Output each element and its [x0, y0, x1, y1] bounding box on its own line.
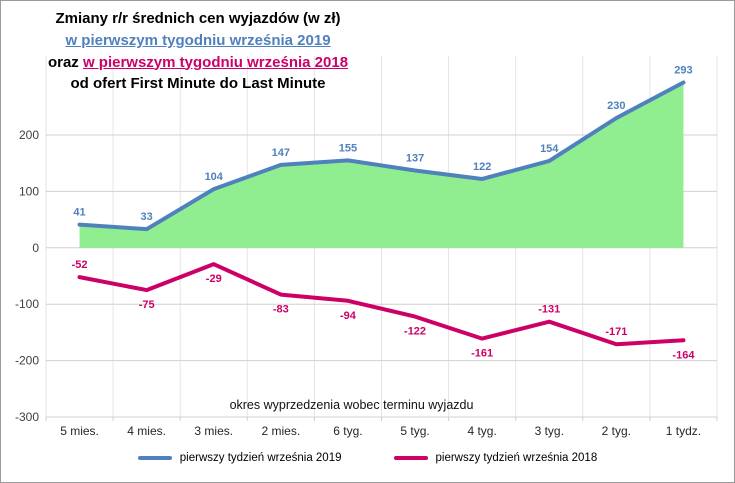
chart-title: Zmiany r/r średnich cen wyjazdów (w zł) … — [5, 8, 391, 95]
svg-text:-83: -83 — [273, 304, 289, 316]
svg-text:-122: -122 — [404, 326, 426, 338]
svg-text:1 tydz.: 1 tydz. — [666, 424, 701, 438]
svg-text:-171: -171 — [605, 326, 627, 338]
svg-text:3 mies.: 3 mies. — [194, 424, 233, 438]
svg-text:-94: -94 — [340, 310, 357, 322]
svg-text:-200: -200 — [15, 354, 39, 368]
svg-text:155: 155 — [339, 142, 357, 154]
title-line-3: oraz w pierwszym tygodniu września 2018 — [5, 52, 391, 74]
svg-text:200: 200 — [19, 128, 39, 142]
svg-text:0: 0 — [32, 241, 39, 255]
legend-label-2019: pierwszy tydzień września 2019 — [179, 452, 342, 464]
svg-text:100: 100 — [19, 184, 39, 198]
title-line-4: od ofert First Minute do Last Minute — [70, 75, 326, 93]
svg-text:104: 104 — [205, 171, 224, 183]
legend-item-2018: pierwszy tydzień września 2018 — [393, 452, 598, 464]
svg-text:-161: -161 — [471, 348, 493, 360]
svg-text:okres wyprzedzenia wobec termi: okres wyprzedzenia wobec terminu wyjazdu — [230, 398, 474, 412]
svg-text:33: 33 — [141, 211, 153, 223]
svg-text:-100: -100 — [15, 297, 39, 311]
svg-text:293: 293 — [674, 65, 692, 77]
svg-text:3 tyg.: 3 tyg. — [535, 424, 564, 438]
legend-item-2019: pierwszy tydzień września 2019 — [137, 452, 342, 464]
title-line-3-2018: w pierwszym tygodniu września 2018 — [82, 53, 349, 71]
svg-text:41: 41 — [73, 207, 85, 219]
svg-text:4 tyg.: 4 tyg. — [467, 424, 496, 438]
title-line-3-prefix: oraz — [47, 53, 83, 71]
svg-text:154: 154 — [540, 143, 559, 155]
svg-text:6 tyg.: 6 tyg. — [333, 424, 362, 438]
svg-text:-164: -164 — [672, 349, 695, 361]
svg-text:-75: -75 — [139, 299, 155, 311]
legend-label-2018: pierwszy tydzień września 2018 — [435, 452, 598, 464]
svg-text:230: 230 — [607, 100, 625, 112]
svg-text:2 mies.: 2 mies. — [262, 424, 301, 438]
svg-text:-131: -131 — [538, 304, 560, 316]
svg-text:-52: -52 — [72, 259, 88, 271]
chart-legend: pierwszy tydzień września 2019 pierwszy … — [1, 452, 734, 464]
svg-text:147: 147 — [272, 147, 290, 159]
svg-text:-29: -29 — [206, 273, 222, 285]
svg-text:137: 137 — [406, 153, 424, 165]
title-line-2-2019: w pierwszym tygodniu września 2019 — [65, 31, 331, 49]
line-chart-plot-area: 200 100 0 -100 -200 -300 5 mies. 4 mies. 3 mies.… — [15, 56, 718, 438]
legend-line-2018-icon — [393, 456, 428, 460]
svg-text:5 mies.: 5 mies. — [60, 424, 99, 438]
title-line-1: Zmiany r/r średnich cen wyjazdów (w zł) — [55, 10, 341, 27]
svg-text:2 tyg.: 2 tyg. — [602, 424, 631, 438]
legend-line-2019-icon — [137, 456, 172, 460]
svg-text:122: 122 — [473, 161, 491, 173]
svg-text:-300: -300 — [15, 410, 39, 424]
svg-text:4 mies.: 4 mies. — [127, 424, 166, 438]
svg-text:5 tyg.: 5 tyg. — [400, 424, 429, 438]
